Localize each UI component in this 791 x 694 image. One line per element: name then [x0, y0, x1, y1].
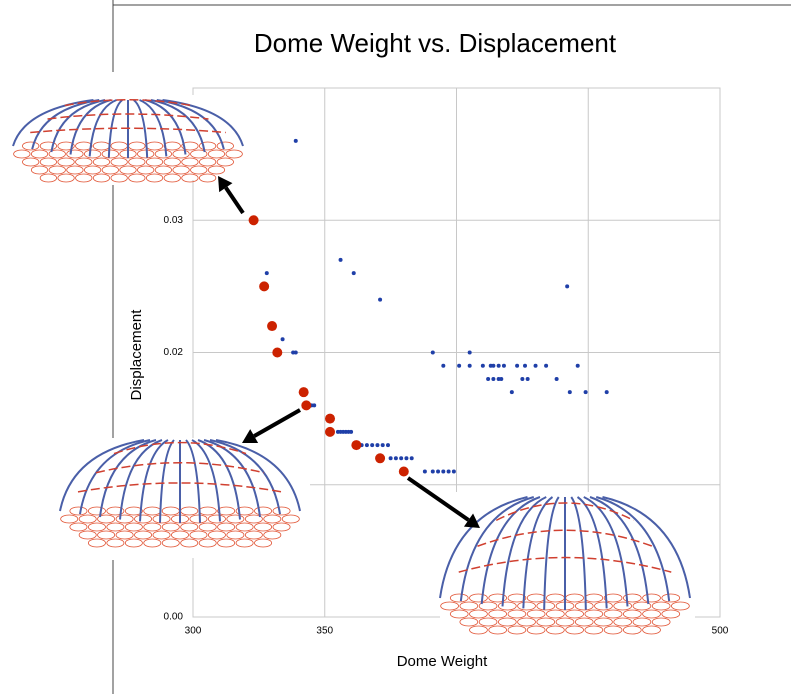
point — [605, 390, 609, 394]
point — [294, 351, 298, 355]
point — [325, 414, 335, 424]
y-tick-label: 0.03 — [164, 215, 184, 226]
dome-illustration — [440, 492, 695, 634]
point — [468, 364, 472, 368]
y-tick-label: 0.02 — [164, 347, 184, 358]
point — [301, 400, 311, 410]
x-axis-label: Dome Weight — [397, 653, 488, 670]
point — [441, 470, 445, 474]
point — [544, 364, 548, 368]
point — [423, 470, 427, 474]
point — [447, 470, 451, 474]
point — [267, 321, 277, 331]
chart: 3003504004505000.000.010.020.03 Dome Wei… — [0, 0, 791, 694]
point — [468, 351, 472, 355]
point — [394, 456, 398, 460]
point — [399, 456, 403, 460]
y-axis-label: Displacement — [128, 309, 145, 401]
dome-background — [440, 492, 695, 634]
y-tick-label: 0.00 — [164, 612, 184, 623]
point — [534, 364, 538, 368]
point — [497, 364, 501, 368]
chart-title: Dome Weight vs. Displacement — [254, 28, 617, 58]
point — [351, 440, 361, 450]
arrow-shaft — [226, 188, 243, 213]
point — [520, 377, 524, 381]
point — [486, 377, 490, 381]
point — [576, 364, 580, 368]
point — [491, 364, 495, 368]
point — [565, 284, 569, 288]
x-tick-label: 300 — [185, 626, 202, 637]
point — [431, 351, 435, 355]
point — [381, 443, 385, 447]
point — [281, 337, 285, 341]
point — [568, 390, 572, 394]
point — [378, 298, 382, 302]
x-tick-label: 500 — [712, 626, 729, 637]
point — [441, 364, 445, 368]
point — [272, 348, 282, 358]
point — [452, 470, 456, 474]
point — [499, 377, 503, 381]
point — [389, 456, 393, 460]
point — [523, 364, 527, 368]
dome-illustration — [55, 438, 310, 558]
point — [515, 364, 519, 368]
dome-background — [55, 438, 310, 558]
point — [526, 377, 530, 381]
point — [510, 390, 514, 394]
point — [365, 443, 369, 447]
point — [399, 467, 409, 477]
point — [259, 281, 269, 291]
point — [457, 364, 461, 368]
point — [349, 430, 353, 434]
point — [436, 470, 440, 474]
x-tick-label: 350 — [316, 626, 333, 637]
point — [299, 387, 309, 397]
point — [375, 443, 379, 447]
dome-illustration — [5, 95, 250, 182]
point — [410, 456, 414, 460]
point — [325, 427, 335, 437]
point — [249, 215, 259, 225]
point — [404, 456, 408, 460]
point — [375, 453, 385, 463]
point — [431, 470, 435, 474]
point — [491, 377, 495, 381]
point — [312, 403, 316, 407]
point — [370, 443, 374, 447]
point — [265, 271, 269, 275]
point — [502, 364, 506, 368]
point — [294, 139, 298, 143]
arrow-shaft — [254, 410, 300, 436]
point — [352, 271, 356, 275]
point — [386, 443, 390, 447]
point — [339, 258, 343, 262]
point — [584, 390, 588, 394]
point — [481, 364, 485, 368]
point — [555, 377, 559, 381]
